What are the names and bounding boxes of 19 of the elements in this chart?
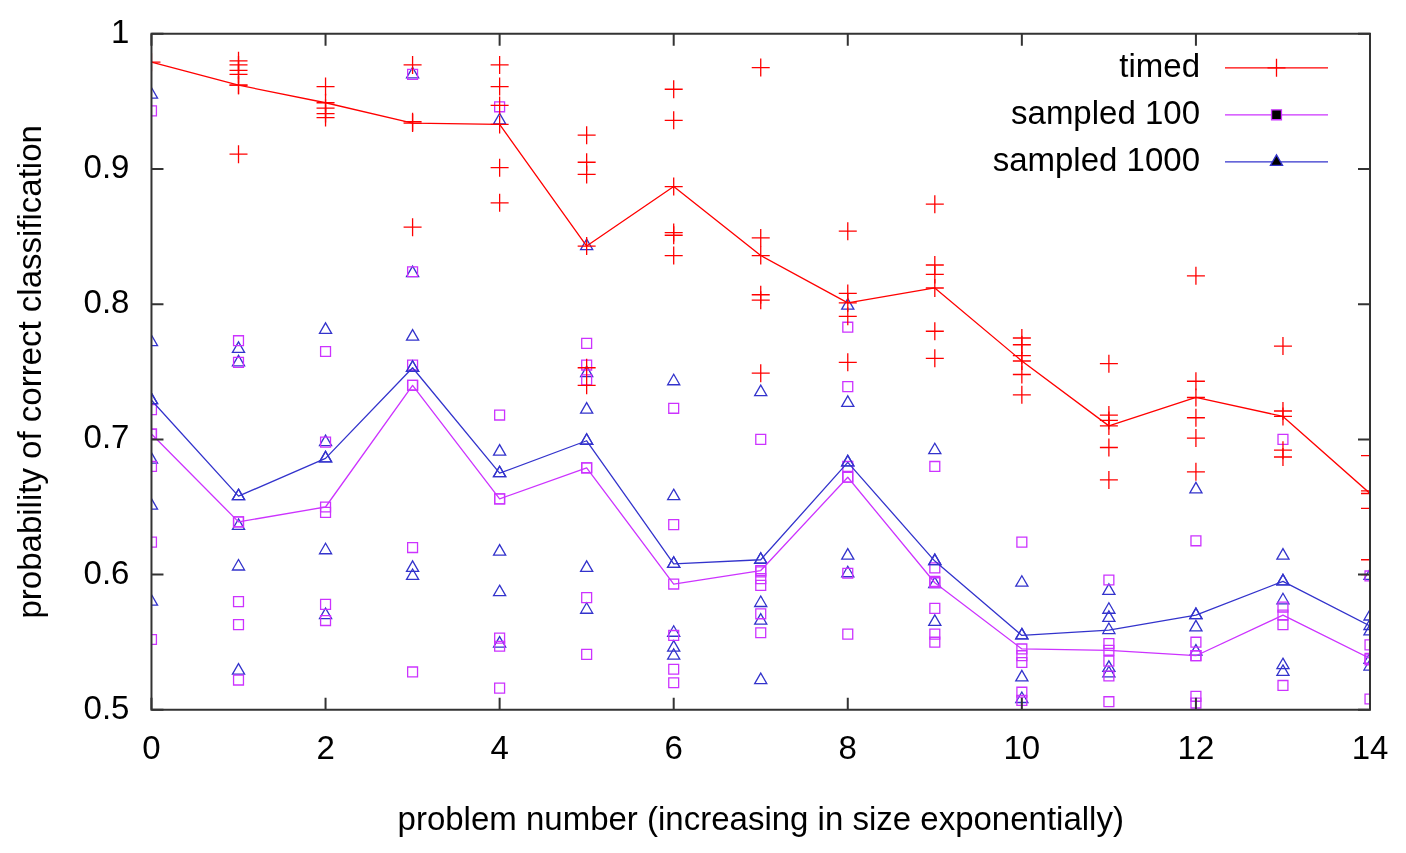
y-tick-label: 0.7: [83, 418, 130, 456]
y-tick-label: 0.8: [83, 283, 130, 321]
x-tick-label: 0: [142, 728, 161, 766]
y-axis-title: probability of correct classification: [10, 125, 48, 619]
x-tick-label: 12: [1177, 728, 1215, 766]
x-tick-label: 4: [490, 728, 509, 766]
legend-label: sampled 100: [1011, 93, 1200, 131]
y-tick-label: 0.5: [83, 688, 130, 726]
y-tick-label: 0.6: [83, 553, 130, 591]
x-axis-title: problem number (increasing in size exponentially): [397, 800, 1124, 838]
y-tick-label: 1: [111, 12, 130, 50]
x-tick-label: 10: [1003, 728, 1041, 766]
y-tick-label: 0.9: [83, 148, 130, 186]
x-tick-label: 2: [316, 728, 335, 766]
x-tick-label: 14: [1351, 728, 1389, 766]
legend-label: timed: [1119, 46, 1200, 84]
x-tick-label: 8: [838, 728, 857, 766]
x-tick-label: 6: [664, 728, 683, 766]
legend-label: sampled 1000: [992, 140, 1200, 178]
